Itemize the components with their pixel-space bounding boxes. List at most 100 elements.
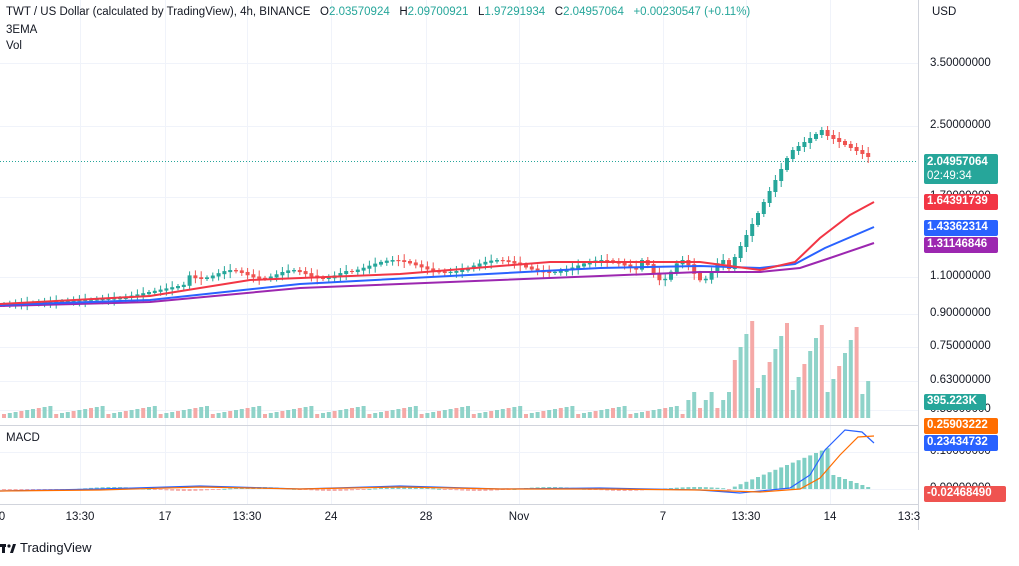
volume-bar xyxy=(36,408,41,418)
macd-hist-bar xyxy=(147,488,151,490)
candle-body xyxy=(460,269,465,272)
candle-body xyxy=(669,271,673,280)
candle-body xyxy=(112,298,117,300)
macd-hist-bar xyxy=(605,489,610,491)
volume-bar xyxy=(819,325,824,418)
candle-body xyxy=(628,264,633,268)
macd-hist-bar xyxy=(674,487,679,489)
indicator-macd-label[interactable]: MACD xyxy=(6,432,40,444)
tradingview-footer[interactable]: TradingView xyxy=(0,540,92,555)
volume-bar xyxy=(593,411,598,418)
candle-body xyxy=(187,275,192,286)
macd-hist-bar xyxy=(611,489,615,491)
candle-body xyxy=(640,260,644,270)
volume-bar xyxy=(703,400,708,418)
volume-bar xyxy=(790,390,795,418)
volume-tag: 395.223K xyxy=(924,394,986,410)
volume-bar xyxy=(141,408,146,418)
volume-bar xyxy=(576,414,581,418)
indicator-vol-label[interactable]: Vol xyxy=(6,40,22,52)
macd-hist-bar xyxy=(622,489,627,491)
macd-hist-bar xyxy=(756,477,760,489)
macd-hist-bar xyxy=(483,489,488,491)
volume-bar xyxy=(756,388,760,418)
close-value: 2.04957064 xyxy=(563,6,624,18)
currency-label[interactable]: USD xyxy=(932,6,957,18)
macd-hist-bar xyxy=(326,489,331,491)
volume-bar xyxy=(506,408,511,418)
change-value: +0.00230547 (+0.11%) xyxy=(633,6,751,18)
macd-hist-bar xyxy=(761,474,766,489)
macd-hist-bar xyxy=(796,460,801,489)
volume-bar xyxy=(686,400,691,418)
macd-hist-bar xyxy=(471,489,476,491)
candle-body xyxy=(205,277,209,279)
volume-bar xyxy=(854,327,859,418)
candle-body xyxy=(651,264,656,274)
volume-bar xyxy=(106,414,111,418)
volume-bar xyxy=(628,414,633,418)
macd-hist-bar xyxy=(466,489,470,491)
symbol-title[interactable]: TWT / US Dollar (calculated by TradingVi… xyxy=(6,6,311,18)
macd-histogram xyxy=(2,448,871,491)
volume-bar xyxy=(634,413,639,418)
candle-body xyxy=(454,270,459,273)
grid-lines xyxy=(0,0,918,504)
macd-hist-bar xyxy=(176,489,180,491)
candle-body xyxy=(825,130,830,136)
price-tick: 1.10000000 xyxy=(930,270,991,282)
candle-body xyxy=(361,267,366,271)
volume-bar xyxy=(135,409,140,418)
candle-body xyxy=(425,266,430,270)
volume-bar xyxy=(181,410,186,418)
volume-bar xyxy=(239,409,244,418)
candle-body xyxy=(408,261,412,264)
ema-mid-tag: 1.43362314 xyxy=(924,220,998,236)
macd-hist-bar xyxy=(431,488,436,490)
macd-hist-bar xyxy=(773,469,778,489)
candle-body xyxy=(843,141,847,145)
volume-bar xyxy=(193,408,198,418)
macd-hist-bar xyxy=(205,489,209,491)
volume-bar xyxy=(564,407,569,418)
volume-bar xyxy=(158,414,163,418)
indicator-ema-label[interactable]: 3EMA xyxy=(6,24,38,36)
candle-body xyxy=(692,264,697,274)
macd-hist-bar xyxy=(216,489,221,490)
time-tick: 28 xyxy=(419,511,433,523)
price-tick: 0.90000000 xyxy=(930,307,991,319)
volume-bar xyxy=(732,360,737,418)
volume-bar xyxy=(524,414,528,418)
candle-body xyxy=(106,298,111,300)
macd-hist-bar xyxy=(703,487,708,489)
volume-bar xyxy=(112,413,117,418)
volume-bar xyxy=(205,406,209,418)
candle-body xyxy=(147,292,151,295)
candle-body xyxy=(547,271,552,273)
macd-hist-bar xyxy=(692,487,697,489)
candle-body xyxy=(622,262,627,266)
candle-body xyxy=(152,290,157,293)
symbol-legend[interactable]: TWT / US Dollar (calculated by TradingVi… xyxy=(6,6,750,18)
volume-bar xyxy=(408,407,412,418)
ema-fast-tag: 1.64391739 xyxy=(924,194,998,210)
volume-bar xyxy=(367,414,372,418)
volume-bar xyxy=(518,406,523,418)
volume-bar xyxy=(71,411,76,418)
tradingview-logo-icon xyxy=(0,543,16,553)
candle-body xyxy=(239,270,244,273)
time-tick: 13:30 xyxy=(731,511,761,523)
candle-body xyxy=(529,266,534,270)
volume-bar xyxy=(454,408,459,418)
macd-hist-bar xyxy=(228,488,233,490)
volume-bar xyxy=(831,379,836,418)
volume-bar xyxy=(118,412,122,418)
volume-bar xyxy=(843,353,847,418)
volume-bar xyxy=(199,407,204,418)
volume-bar xyxy=(640,412,644,418)
candle-body xyxy=(431,268,436,272)
macd-hist-bar xyxy=(785,465,789,489)
volume-bar xyxy=(274,412,279,418)
open-key: O xyxy=(320,6,329,18)
